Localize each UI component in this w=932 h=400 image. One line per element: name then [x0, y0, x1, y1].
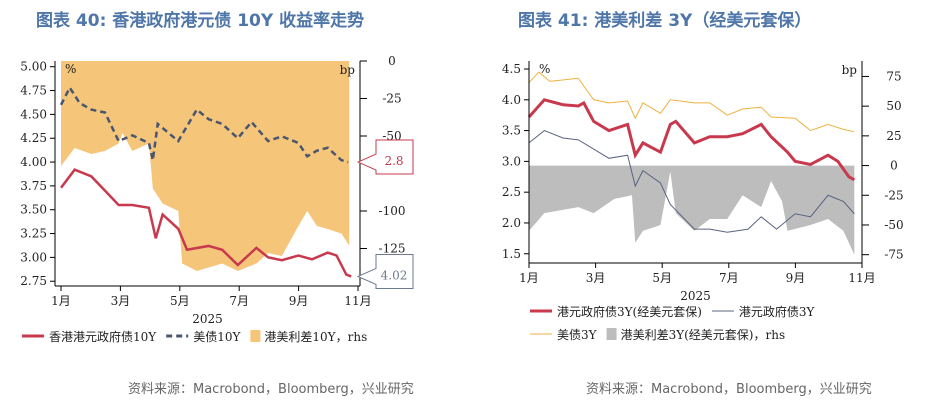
- y-tick-label: 2.5: [502, 185, 521, 199]
- legend-label: 港美利差10Y，rhs: [264, 330, 367, 344]
- x-tick-label: 11月: [344, 294, 371, 308]
- series-line-1-1: [528, 130, 855, 233]
- y2-tick-label: -50: [382, 129, 401, 143]
- y2-tick-label: 0: [388, 54, 396, 68]
- y-tick-label: 4.50: [20, 107, 47, 121]
- right-unit: bp: [340, 63, 356, 77]
- legend-swatch: [250, 330, 261, 342]
- y2-tick-label: -25: [884, 188, 903, 202]
- callout-box: [356, 253, 414, 289]
- x-axis-label: 2025: [192, 312, 223, 326]
- y-tick-label: 5.00: [20, 60, 47, 74]
- x-tick-label: 11月: [848, 271, 875, 285]
- y2-tick-label: 0: [890, 159, 898, 173]
- x-tick-label: 5月: [170, 294, 190, 308]
- y2-tick-label: -75: [884, 248, 903, 262]
- x-axis-label: 2025: [680, 289, 711, 303]
- y2-tick-label: -100: [379, 204, 406, 218]
- series-line-0-1: [59, 85, 349, 164]
- callout-box: [356, 139, 414, 175]
- legend-label: 美债3Y: [557, 328, 598, 342]
- x-tick-label: 7月: [719, 271, 739, 285]
- y2-tick-label: -50: [884, 218, 903, 232]
- x-tick-label: 9月: [289, 294, 309, 308]
- series-line-1-0: [527, 98, 856, 182]
- chart-40-source: 资料来源：Macrobond，Bloomberg，兴业研究: [128, 382, 414, 397]
- left-unit: %: [65, 62, 76, 76]
- y-tick-label: 1.5: [502, 247, 521, 261]
- y2-tick-label: 75: [886, 69, 901, 83]
- y-tick-label: 4.75: [20, 84, 47, 98]
- legend-label: 港元政府债3Y(经美元套保): [557, 304, 702, 319]
- right-unit: bp: [842, 63, 858, 77]
- y-tick-label: 3.75: [20, 179, 47, 193]
- callout-label: 2.8: [384, 154, 403, 168]
- y-tick-label: 3.0: [502, 154, 521, 168]
- series-line-0-0: [60, 168, 352, 278]
- chart-41-title: 图表 41: 港美利差 3Y（经美元套保）: [518, 11, 812, 31]
- y-tick-label: 3.5: [502, 124, 521, 138]
- x-tick-label: 5月: [652, 271, 672, 285]
- left-unit: %: [539, 62, 550, 76]
- y2-tick-label: 25: [886, 129, 901, 143]
- y-tick-label: 3.50: [20, 203, 47, 217]
- y-tick-label: 2.0: [502, 216, 521, 230]
- chart-41-source: 资料来源：Macrobond，Bloomberg，兴业研究: [586, 382, 872, 397]
- y-tick-label: 3.25: [20, 227, 47, 241]
- callout-label: 4.02: [381, 268, 408, 282]
- legend-label: 美债10Y: [193, 330, 241, 344]
- y2-tick-label: -25: [382, 92, 401, 106]
- x-tick-label: 3月: [111, 294, 131, 308]
- series-area-0-2: [61, 61, 350, 271]
- x-tick-label: 1月: [519, 271, 539, 285]
- x-tick-label: 1月: [51, 294, 71, 308]
- series-line-1-2: [528, 71, 855, 133]
- chart-40-title: 图表 40: 香港政府港元债 10Y 收益率走势: [36, 11, 365, 31]
- y-tick-label: 4.5: [502, 62, 521, 76]
- y-tick-label: 4.25: [20, 131, 47, 145]
- x-tick-label: 3月: [586, 271, 606, 285]
- legend-swatch: [606, 328, 617, 340]
- y-tick-label: 4.00: [20, 155, 47, 169]
- y-tick-label: 4.0: [502, 93, 521, 107]
- y2-tick-label: 50: [886, 99, 901, 113]
- x-tick-label: 9月: [786, 271, 806, 285]
- legend-label: 港元政府债3Y: [739, 304, 816, 319]
- y-tick-label: 2.75: [20, 274, 47, 288]
- legend-label: 港美利差3Y(经美元套保)，rhs: [621, 328, 786, 342]
- y-tick-label: 3.00: [20, 250, 47, 264]
- y2-tick-label: -125: [379, 242, 406, 256]
- legend-label: 香港港元政府债10Y: [49, 329, 157, 344]
- series-area-1-3: [529, 165, 855, 255]
- x-tick-label: 7月: [229, 294, 249, 308]
